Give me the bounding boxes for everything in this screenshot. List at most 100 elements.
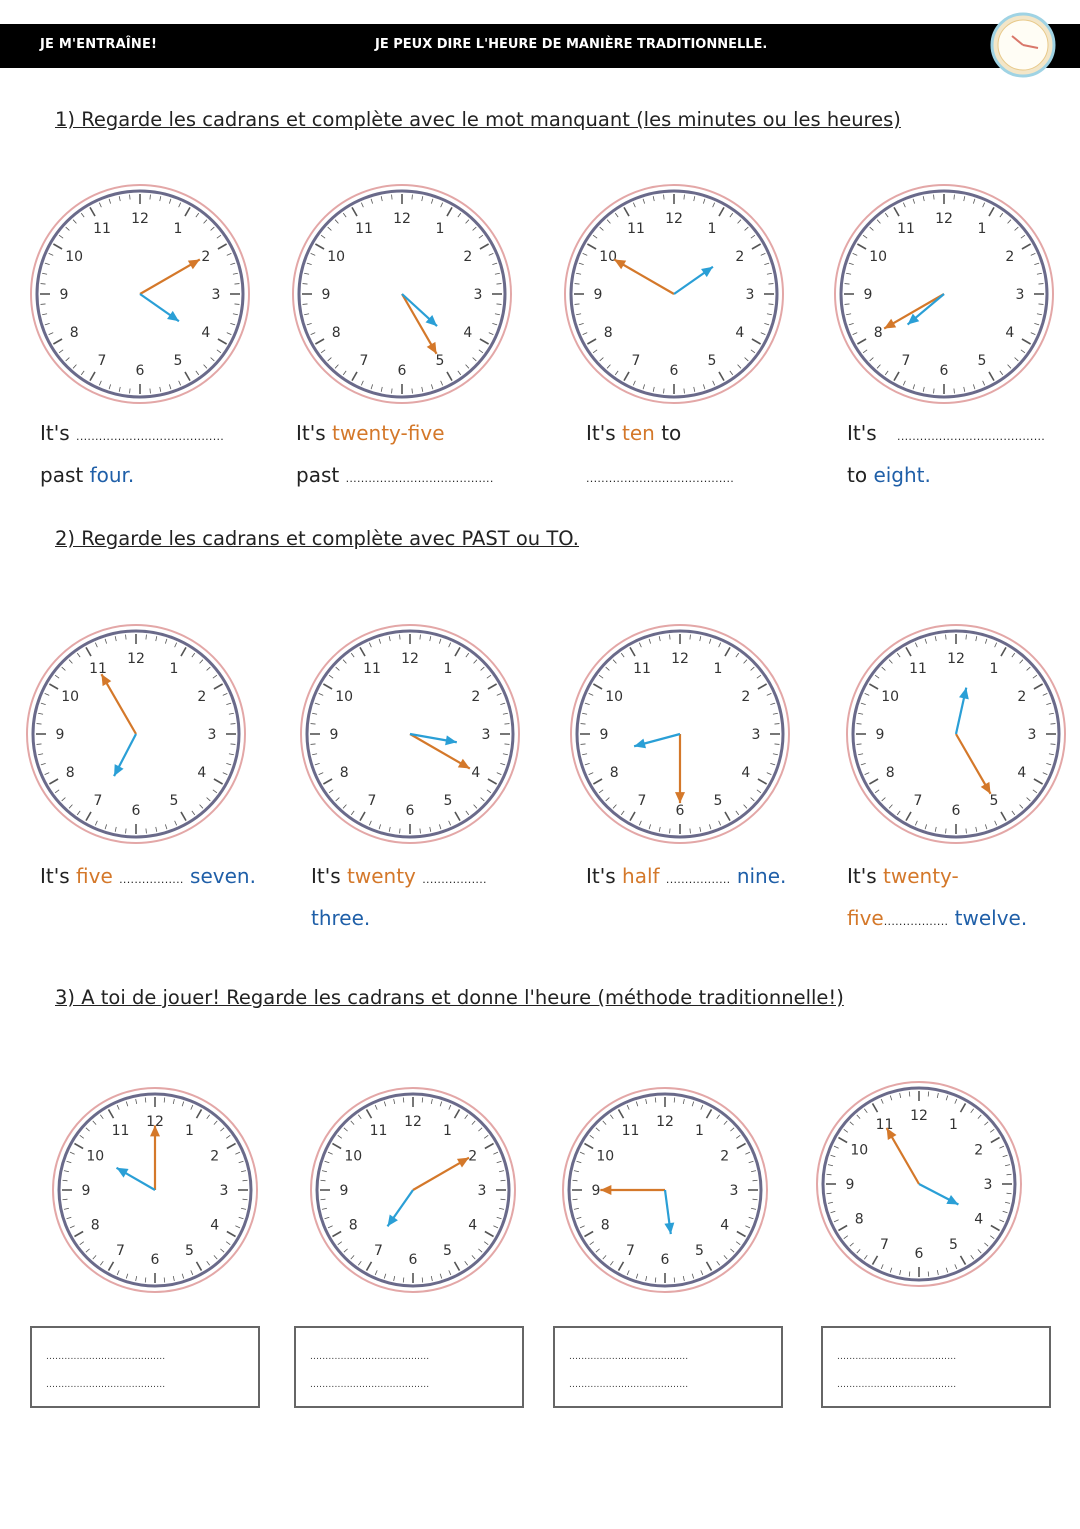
- clock-tick: [465, 652, 470, 658]
- clock-tick: [669, 634, 671, 640]
- clock-number: 8: [66, 765, 75, 781]
- clock-3-4: 12 12 3 45 6 78 9 10 11: [816, 1081, 1022, 1287]
- clock-tick: [478, 1248, 483, 1253]
- clock-tick: [235, 1225, 241, 1229]
- clock-tick: [114, 826, 117, 832]
- clock-tick: [1004, 1164, 1011, 1167]
- clock-tick: [473, 804, 478, 809]
- clock-tick: [145, 828, 147, 834]
- clock-tick: [975, 826, 978, 832]
- clock-tick: [234, 283, 240, 285]
- clock-tick: [44, 322, 50, 326]
- clock-tick: [328, 789, 334, 794]
- clock-tick: [888, 659, 893, 664]
- clock-tick: [705, 1109, 713, 1119]
- header-left-label: JE M'ENTRAÎNE!: [40, 37, 158, 52]
- s1-item1-line2: past four.: [40, 463, 134, 487]
- clock-tick: [226, 1142, 236, 1150]
- clock-tick: [370, 384, 374, 390]
- clock-tick: [230, 743, 236, 745]
- clock-number: 3: [220, 1183, 229, 1199]
- clock-tick: [635, 1273, 639, 1279]
- answer-line[interactable]: .......................................: [46, 1380, 166, 1390]
- clock-number: 4: [735, 325, 744, 341]
- blank-field[interactable]: .................: [665, 873, 731, 886]
- clock-tick: [860, 702, 866, 706]
- blank-field[interactable]: .................: [422, 873, 487, 886]
- clock-tick: [934, 636, 937, 642]
- clock-tick: [1042, 772, 1048, 776]
- clock-tick: [830, 1154, 836, 1158]
- answer-line[interactable]: .......................................: [569, 1352, 689, 1362]
- clock-number: 9: [56, 727, 65, 743]
- clock-tick: [576, 1216, 582, 1220]
- clock-tick: [617, 1261, 625, 1271]
- clock-tick: [945, 828, 947, 834]
- clock-number: 4: [741, 765, 750, 781]
- clock-tick: [225, 1135, 231, 1139]
- answer-line[interactable]: .......................................: [569, 1380, 689, 1390]
- clock-tick: [1030, 252, 1036, 256]
- answer-line[interactable]: .......................................: [310, 1352, 430, 1362]
- clock-tick: [500, 702, 506, 706]
- answer-box[interactable]: ....................................... …: [821, 1326, 1051, 1408]
- answer-line[interactable]: .......................................: [837, 1380, 957, 1390]
- clock-tick: [69, 1225, 75, 1229]
- blank-field[interactable]: .......................................: [76, 430, 225, 443]
- clock-tick: [54, 674, 60, 679]
- blank-field[interactable]: .................: [883, 915, 949, 928]
- clock-number: 7: [116, 1243, 125, 1259]
- clock-tick: [446, 206, 453, 217]
- clock-tick: [712, 202, 716, 208]
- blank-field[interactable]: .......................................: [345, 472, 494, 485]
- clock-number: 12: [671, 651, 689, 667]
- clock-number: 1: [185, 1123, 194, 1139]
- clock-tick: [572, 1179, 578, 1182]
- clock-tick: [439, 1273, 443, 1279]
- s2-item4-its: It's: [847, 864, 877, 888]
- answer-box[interactable]: ....................................... …: [30, 1326, 260, 1408]
- s1-item4-to: to: [847, 463, 868, 487]
- clock-tick: [226, 332, 232, 336]
- clock-3-2: 12 12 3 45 6 78 9 10 11: [310, 1087, 516, 1293]
- clock-tick: [936, 1269, 939, 1276]
- clock-number: 3: [208, 727, 217, 743]
- clock-tick: [605, 797, 610, 802]
- minute-hand-tip: [457, 758, 470, 769]
- clock-tick: [322, 683, 333, 690]
- clock-tick: [606, 364, 611, 369]
- hour-hand-tip: [445, 735, 457, 746]
- answer-line[interactable]: .......................................: [310, 1380, 430, 1390]
- clock-tick: [195, 370, 200, 376]
- blank-field[interactable]: .......................................: [897, 430, 1046, 443]
- answer-line[interactable]: .......................................: [837, 1352, 957, 1362]
- clock-tick: [772, 712, 778, 715]
- clock-tick: [471, 1120, 476, 1125]
- clock-tick: [350, 1120, 355, 1125]
- clock-tick: [766, 772, 772, 776]
- blank-field[interactable]: .......................................: [586, 472, 735, 485]
- blank-field[interactable]: .................: [119, 873, 184, 886]
- clock-tick: [402, 1277, 405, 1283]
- clock-number: 12: [947, 651, 965, 667]
- clock-tick: [852, 252, 858, 256]
- answer-box[interactable]: ....................................... …: [294, 1326, 524, 1408]
- clock-tick: [232, 272, 238, 275]
- clock-tick: [592, 234, 598, 239]
- clock-tick: [896, 810, 901, 816]
- clock-tick: [959, 1255, 967, 1265]
- clock-tick: [430, 198, 434, 204]
- clock-tick: [864, 772, 870, 776]
- clock-tick: [230, 262, 236, 266]
- clock-tick: [332, 1142, 342, 1150]
- clock-tick: [614, 212, 619, 218]
- answer-line[interactable]: .......................................: [46, 1352, 166, 1362]
- clock-number: 3: [1016, 287, 1025, 303]
- clock-number: 1: [990, 661, 999, 677]
- clock-tick: [826, 1173, 832, 1176]
- answer-box[interactable]: ....................................... …: [553, 1326, 783, 1408]
- s1-item2-line1: It's twenty-five: [296, 421, 445, 445]
- clock-tick: [1000, 646, 1007, 657]
- clock-tick: [359, 811, 366, 822]
